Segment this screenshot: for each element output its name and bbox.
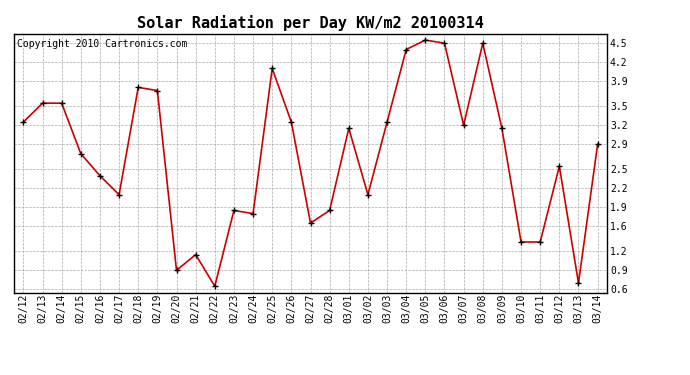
Text: Copyright 2010 Cartronics.com: Copyright 2010 Cartronics.com [17,39,187,49]
Title: Solar Radiation per Day KW/m2 20100314: Solar Radiation per Day KW/m2 20100314 [137,15,484,31]
